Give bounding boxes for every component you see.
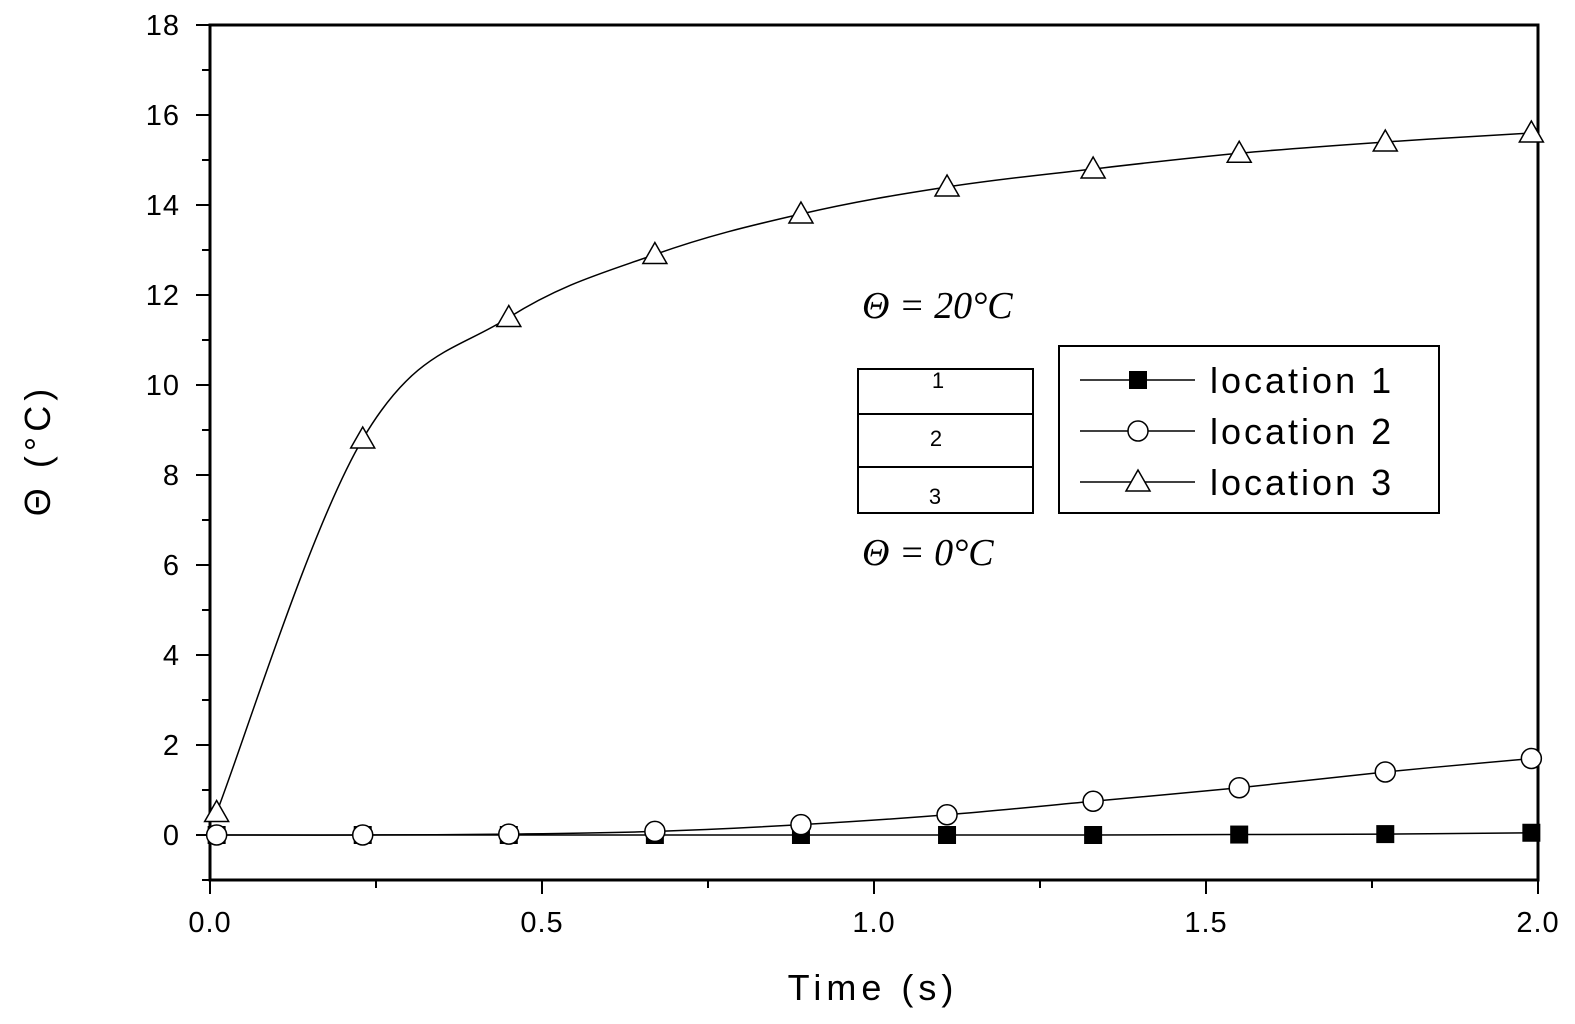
x-tick-label: 2.0 xyxy=(1516,907,1559,939)
data-point xyxy=(1079,155,1107,179)
y-axis-title: Θ (°C) xyxy=(17,384,58,516)
legend-label: location 1 xyxy=(1210,360,1394,401)
series-layer xyxy=(203,119,1545,846)
layer-diagram: 1 2 3 xyxy=(857,368,1034,514)
x-axis: 0.0 0.5 1.0 1.5 2.0 xyxy=(188,880,1559,939)
data-point xyxy=(351,824,374,846)
data-point xyxy=(790,813,812,836)
series-2 xyxy=(205,747,1543,846)
data-point xyxy=(644,820,666,843)
legend-marker xyxy=(1124,468,1152,492)
data-point xyxy=(787,200,815,224)
y-tick-label: 12 xyxy=(146,280,180,312)
data-point xyxy=(1518,119,1545,143)
bottom-boundary-annotation: Θ = 0°C xyxy=(862,532,994,574)
x-axis-title: Time (s) xyxy=(788,967,959,1008)
series-3 xyxy=(203,119,1545,823)
data-point xyxy=(349,425,377,449)
y-axis: 0 2 4 6 8 10 12 14 16 18 xyxy=(146,10,210,881)
top-boundary-annotation: Θ = 20°C xyxy=(862,285,1013,327)
data-point xyxy=(938,826,957,844)
legend-marker xyxy=(1127,420,1149,442)
data-point xyxy=(205,824,228,846)
legend: location 1 location 2 location 3 xyxy=(1058,345,1440,514)
data-point xyxy=(495,303,523,328)
y-tick-label: 4 xyxy=(163,640,180,672)
data-point xyxy=(203,798,230,823)
legend-frame xyxy=(1058,345,1440,514)
series-line xyxy=(216,757,1532,836)
data-point xyxy=(1371,128,1399,152)
y-tick-label: 8 xyxy=(163,460,180,492)
x-tick-label: 0.5 xyxy=(520,907,563,939)
x-tick-label: 1.0 xyxy=(852,907,895,939)
legend-label: location 3 xyxy=(1210,462,1394,503)
x-tick-label: 0.0 xyxy=(188,907,231,939)
data-point xyxy=(1084,826,1103,844)
data-point xyxy=(1376,825,1395,844)
y-tick-label: 10 xyxy=(146,370,180,402)
y-tick-label: 14 xyxy=(146,190,180,222)
data-point xyxy=(936,804,958,826)
layer-diagram-frame xyxy=(857,368,1034,514)
data-point xyxy=(498,823,520,845)
data-point xyxy=(641,240,669,265)
data-point xyxy=(1230,825,1249,844)
layer-label-2: 2 xyxy=(930,426,942,451)
x-tick-label: 1.5 xyxy=(1184,907,1227,939)
data-point xyxy=(1228,777,1250,799)
data-point xyxy=(1225,139,1253,163)
data-point xyxy=(1374,761,1397,783)
y-tick-label: 16 xyxy=(146,100,180,132)
data-point xyxy=(1522,823,1541,842)
legend-label: location 2 xyxy=(1210,411,1394,452)
y-tick-label: 6 xyxy=(163,550,180,582)
series-1 xyxy=(207,823,1541,844)
layer-label-1: 1 xyxy=(932,368,944,393)
y-tick-label: 2 xyxy=(163,730,180,762)
layer-label-3: 3 xyxy=(929,484,941,509)
data-point xyxy=(933,173,961,197)
legend-marker xyxy=(1129,371,1147,389)
y-tick-label: 0 xyxy=(163,820,180,852)
data-point xyxy=(1520,747,1543,770)
y-tick-label: 18 xyxy=(146,10,180,42)
data-point xyxy=(1082,790,1104,812)
